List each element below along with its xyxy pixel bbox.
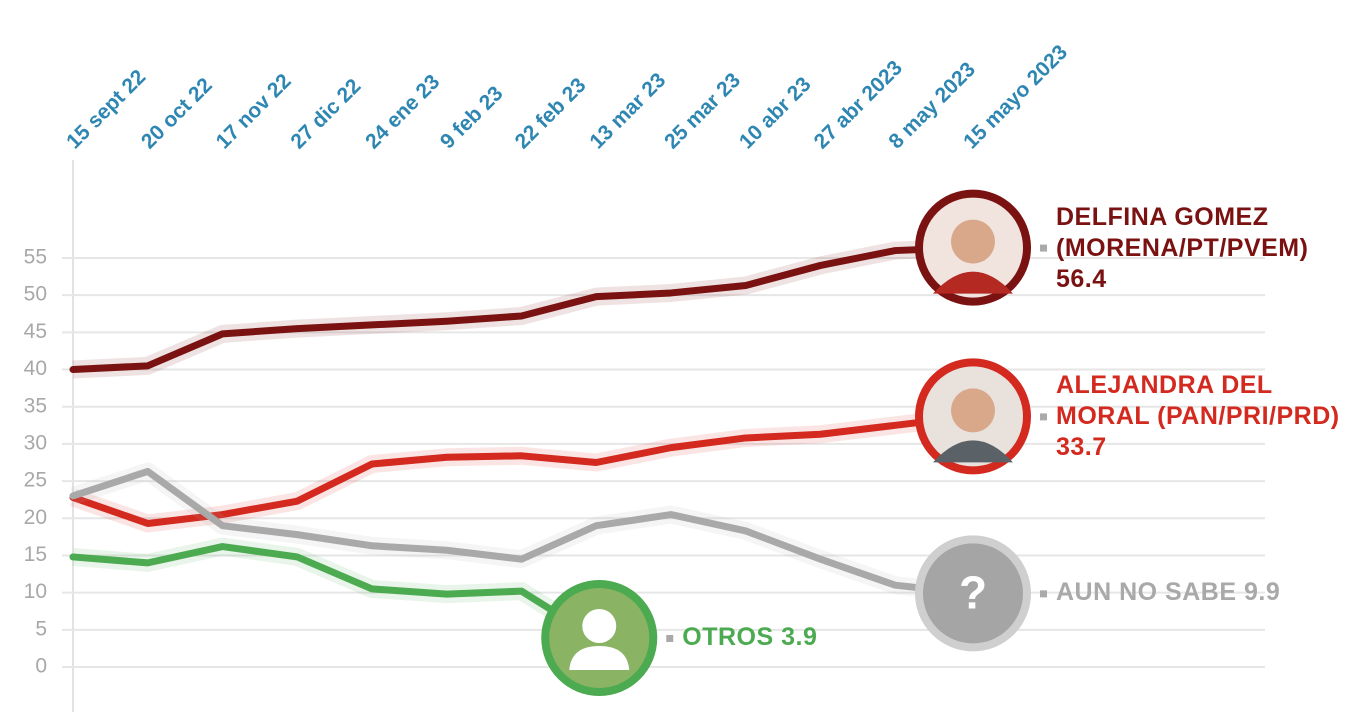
line — [69, 412, 974, 527]
connector — [666, 634, 674, 642]
x-tick-label: 10 abr 23 — [735, 73, 816, 154]
y-tick-label: 35 — [24, 394, 47, 417]
y-tick-label: 50 — [24, 283, 47, 306]
icon: ? — [959, 567, 987, 619]
series-label: ALEJANDRA DEL MORAL (PAN/PRI/PRD) 33.7 — [1056, 370, 1366, 463]
value-label: 9.9 — [1243, 578, 1281, 607]
y-tick-label: 55 — [24, 246, 47, 269]
x-tick-label: 15 sept 22 — [62, 65, 150, 153]
line-halo — [70, 462, 971, 603]
series-label: AUN NO SABE 9.9 — [1056, 577, 1366, 608]
y-tick-label: 5 — [35, 617, 47, 640]
connector — [1040, 413, 1047, 421]
legend-name: OTROS — [682, 622, 774, 651]
x-tick-label: 22 feb 23 — [511, 74, 591, 154]
value-label: 56.4 — [1056, 264, 1107, 293]
face — [951, 388, 995, 433]
y-tick-label: 30 — [24, 431, 47, 454]
legend-name: AUN NO SABE — [1056, 578, 1237, 607]
body — [933, 440, 1013, 463]
y-tick-label: 40 — [24, 357, 47, 380]
connector — [1040, 244, 1047, 252]
value-label: 3.9 — [781, 622, 818, 651]
legend-name: ALEJANDRA DEL MORAL (PAN/PRI/PRD) — [1056, 371, 1340, 431]
x-tick-label: 25 mar 23 — [660, 69, 745, 154]
y-tick-label: 0 — [35, 655, 47, 678]
x-tick-label: 20 oct 22 — [137, 74, 217, 154]
y-tick-label: 45 — [24, 320, 47, 343]
y-tick-label: 20 — [24, 506, 47, 529]
badge — [923, 543, 1023, 644]
face — [951, 219, 995, 264]
x-tick-label: 15 mayo 2023 — [959, 41, 1072, 154]
y-tick-label: 25 — [24, 469, 47, 492]
x-tick-label: 13 mar 23 — [585, 69, 670, 154]
icon — [569, 645, 630, 670]
value-label: 33.7 — [1056, 433, 1107, 462]
line — [69, 543, 600, 642]
x-tick-label: 24 ene 23 — [361, 70, 444, 153]
y-tick-label: 15 — [24, 543, 47, 566]
x-tick-label: 17 nov 22 — [212, 69, 296, 153]
series-label: DELFINA GOMEZ (MORENA/PT/PVEM) 56.4 — [1056, 202, 1366, 295]
x-tick-label: 27 dic 22 — [286, 74, 365, 153]
connector — [1040, 590, 1047, 598]
x-tick-label: 9 feb 23 — [436, 82, 508, 154]
body — [933, 271, 1013, 294]
line — [69, 467, 974, 597]
icon — [582, 608, 617, 643]
line — [69, 244, 974, 374]
y-tick-label: 10 — [24, 580, 47, 603]
legend-name: DELFINA GOMEZ (MORENA/PT/PVEM) — [1056, 202, 1309, 262]
series-label: OTROS 3.9 — [682, 622, 992, 653]
